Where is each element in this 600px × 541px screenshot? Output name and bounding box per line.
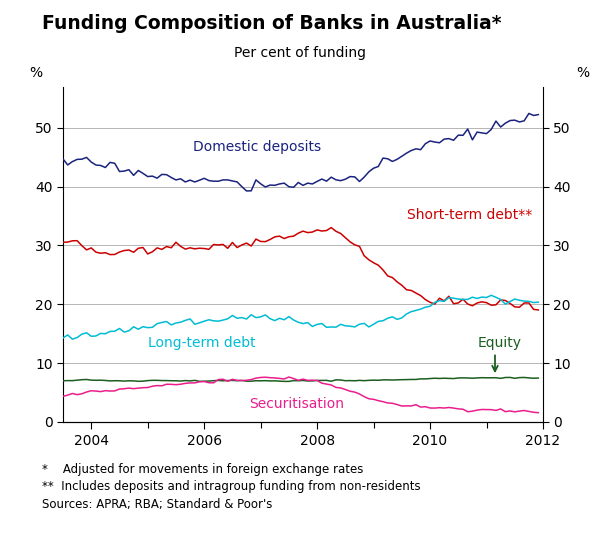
Text: %: % xyxy=(29,66,43,80)
Text: Equity: Equity xyxy=(478,335,522,349)
Text: Sources: APRA; RBA; Standard & Poor's: Sources: APRA; RBA; Standard & Poor's xyxy=(42,498,272,511)
Text: Short-term debt**: Short-term debt** xyxy=(407,208,533,222)
Text: %: % xyxy=(577,66,590,80)
Text: Domestic deposits: Domestic deposits xyxy=(193,140,321,154)
Text: Long-term debt: Long-term debt xyxy=(148,335,256,349)
Text: Securitisation: Securitisation xyxy=(250,398,344,412)
Text: *    Adjusted for movements in foreign exchange rates: * Adjusted for movements in foreign exch… xyxy=(42,463,364,476)
Text: **  Includes deposits and intragroup funding from non-residents: ** Includes deposits and intragroup fund… xyxy=(42,480,421,493)
Text: Per cent of funding: Per cent of funding xyxy=(234,46,366,60)
Text: Funding Composition of Banks in Australia*: Funding Composition of Banks in Australi… xyxy=(42,14,502,32)
